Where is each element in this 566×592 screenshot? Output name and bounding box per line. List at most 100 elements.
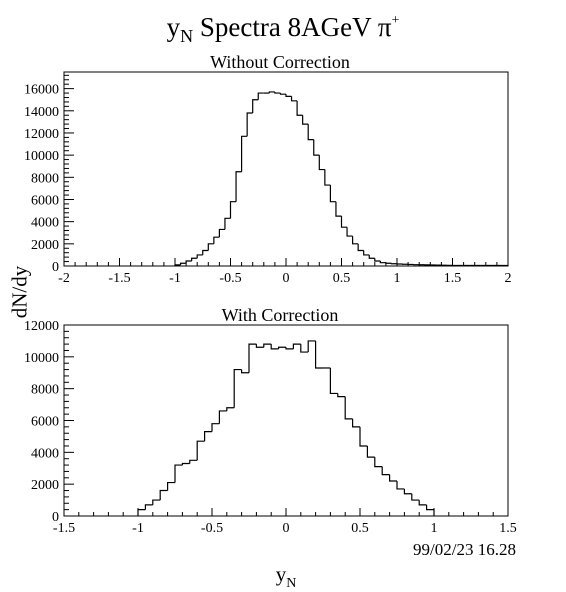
histogram-bin	[308, 341, 315, 352]
histogram-bin	[181, 263, 187, 265]
histogram-bin	[412, 494, 419, 500]
x-tick-label: 0	[283, 271, 290, 286]
histogram-bin	[271, 344, 278, 349]
x-tick-label: -1	[132, 521, 144, 536]
plot-frame	[64, 325, 508, 516]
panel-title: With Correction	[222, 305, 339, 325]
histogram-bin	[502, 265, 508, 266]
histogram-bin	[338, 393, 345, 396]
histogram-bin	[236, 172, 242, 202]
histogram-bin	[286, 347, 293, 349]
histogram-bin	[325, 170, 331, 186]
histogram-bin	[258, 93, 264, 100]
histogram-bin	[316, 341, 323, 368]
histogram-bin	[375, 457, 382, 467]
histogram-bin	[247, 113, 253, 136]
y-tick-label: 12000	[24, 127, 59, 142]
x-tick-label: -0.5	[201, 521, 223, 536]
x-tick-label: -2	[58, 271, 70, 286]
histogram-bin	[330, 185, 336, 202]
histogram-bin	[160, 491, 167, 501]
histogram-bin	[231, 202, 237, 219]
histogram-bin	[138, 510, 145, 516]
y-tick-label: 6000	[31, 415, 59, 430]
histogram-bin	[190, 460, 197, 463]
y-tick-label: 6000	[31, 193, 59, 208]
x-tick-label: 1	[394, 271, 401, 286]
y-tick-label: 8000	[31, 171, 59, 186]
histogram-bin	[264, 344, 271, 347]
histogram-bin	[242, 136, 248, 171]
y-tick-label: 10000	[24, 351, 59, 366]
histogram-bin	[358, 244, 364, 251]
histogram-bin	[397, 481, 404, 489]
y-tick-label: 16000	[24, 83, 59, 98]
histogram-bin	[168, 483, 175, 491]
histogram-bin	[197, 255, 203, 258]
x-tick-label: -1	[169, 271, 181, 286]
x-tick-label: 2	[505, 271, 512, 286]
histogram-bin	[369, 255, 375, 258]
panel-title: Without Correction	[210, 52, 350, 72]
histogram-bin	[275, 92, 281, 93]
histogram-bin	[256, 344, 263, 347]
histogram-bin	[336, 202, 342, 216]
histogram-bin	[186, 261, 192, 263]
histogram-bin	[347, 227, 353, 236]
histogram-bin	[308, 124, 314, 140]
x-tick-label: 0.5	[333, 271, 351, 286]
histogram-bin	[375, 258, 381, 261]
histogram-bin	[390, 475, 397, 481]
histogram-bin	[391, 263, 397, 264]
histogram-bin	[297, 101, 303, 115]
histogram-bin	[279, 347, 286, 349]
histogram-bin	[303, 115, 309, 124]
y-tick-label: 0	[52, 510, 59, 525]
histogram-bin	[219, 229, 225, 237]
histogram-bin	[203, 250, 209, 254]
histogram-bin	[301, 344, 308, 352]
histogram-bin	[380, 261, 386, 263]
histogram-bin	[249, 344, 256, 373]
histogram-bin	[330, 368, 337, 393]
histogram-bin	[225, 218, 231, 229]
histogram-bin	[367, 446, 374, 457]
x-tick-label: 0.5	[351, 521, 369, 536]
histogram-bin	[353, 419, 360, 427]
y-tick-label: 4000	[31, 216, 59, 231]
timestamp: 99/02/23 16.28	[413, 540, 516, 560]
histogram-bin	[360, 427, 367, 446]
histogram-bin	[182, 463, 189, 465]
y-axis-label: dN/dy	[8, 266, 33, 319]
histogram-bin	[153, 500, 160, 505]
x-tick-label: 1.5	[444, 271, 462, 286]
histogram-bin	[242, 370, 249, 373]
histogram-bin	[212, 424, 219, 432]
histogram-bin	[219, 411, 226, 424]
y-tick-label: 2000	[31, 478, 59, 493]
histogram-bin	[364, 250, 370, 254]
histogram-bin	[404, 489, 411, 494]
y-tick-label: 0	[52, 260, 59, 275]
histogram-bin	[192, 258, 198, 261]
y-tick-label: 14000	[24, 105, 59, 120]
histogram-bin	[234, 370, 241, 408]
x-tick-label: 1.5	[499, 521, 517, 536]
histogram-bin	[286, 94, 292, 96]
y-tick-label: 2000	[31, 238, 59, 253]
x-tick-label: -0.5	[219, 271, 241, 286]
x-tick-label: -1.5	[108, 271, 130, 286]
histogram-bin	[345, 397, 352, 419]
histogram-bin	[342, 216, 348, 227]
histogram-bin	[208, 244, 214, 251]
histogram-bin	[253, 100, 259, 113]
histogram-bin	[353, 236, 359, 244]
histogram-bin	[292, 96, 298, 100]
histogram-bin	[214, 237, 220, 244]
histogram-bin	[427, 505, 434, 516]
histogram-bin	[227, 408, 234, 411]
histogram-bin	[382, 467, 389, 475]
